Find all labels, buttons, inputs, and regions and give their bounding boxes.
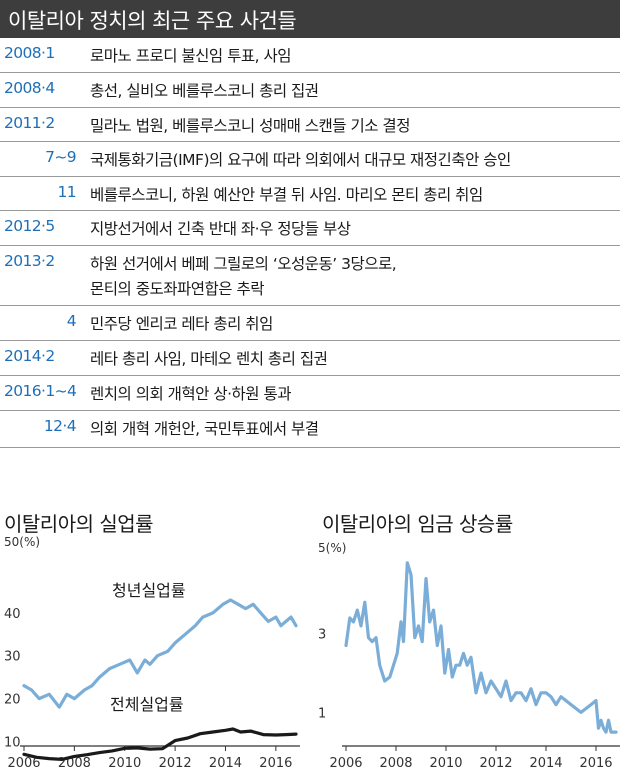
- timeline-event-line: 국제통화기금(IMF)의 요구에 따라 의회에서 대규모 재정긴축안 승인: [90, 151, 511, 169]
- x-tick-label: 2016: [579, 756, 612, 771]
- timeline-row: 2008·1 로마노 프로디 불신임 투표, 사임: [0, 38, 620, 73]
- timeline-row: 4 민주당 엔리코 레타 총리 취임: [0, 306, 620, 341]
- timeline-row: 2011·2 밀라노 법원, 베를루스코니 성매매 스캔들 기소 결정: [0, 108, 620, 142]
- timeline-date: 2016·1~4: [4, 382, 77, 400]
- x-tick-label: 2012: [159, 756, 192, 771]
- wage-chart-title: 이탈리아의 임금 상승률: [322, 512, 513, 536]
- x-tick-label: 2012: [479, 756, 512, 771]
- total-unemployment-line: [22, 727, 298, 761]
- timeline-event-text: 지방선거에서 긴축 반대 좌·우 정당들 부상: [90, 217, 351, 242]
- x-tick-label: 2006: [329, 756, 362, 771]
- x-tick-label: 2016: [259, 756, 292, 771]
- timeline-event-text: 하원 선거에서 베페 그릴로의 ‘오성운동’ 3당으로, 몬티의 중도좌파연합은 …: [90, 252, 397, 302]
- timeline-date: 2012·5: [4, 217, 55, 235]
- unemployment-chart-title: 이탈리아의 실업률: [4, 512, 154, 536]
- timeline-event-line: 지방선거에서 긴축 반대 좌·우 정당들 부상: [90, 220, 351, 238]
- x-tick-label: 2014: [529, 756, 562, 771]
- timeline-date: 4: [66, 312, 77, 330]
- y-tick-label: 3: [318, 628, 326, 643]
- timeline-row: 2014·2 레타 총리 사임, 마테오 렌치 총리 집권: [0, 341, 620, 376]
- y-tick-label: 40: [4, 607, 21, 622]
- timeline-row: 2013·2 하원 선거에서 베페 그릴로의 ‘오성운동’ 3당으로, 몬티의 중도…: [0, 246, 620, 306]
- y-unit-label: 5(%): [318, 541, 346, 555]
- y-tick-label: 1: [318, 706, 326, 721]
- timeline-event-line: 로마노 프로디 불신임 투표, 사임: [90, 47, 292, 65]
- wage-chart-svg: 5(%) 1 3 2006 2008 2010 2012 2014 2016: [318, 541, 620, 771]
- timeline-row: 12·4 의회 개혁 개헌안, 국민투표에서 부결: [0, 411, 620, 448]
- timeline-row: 2016·1~4 렌치의 의회 개혁안 상·하원 통과: [0, 376, 620, 411]
- x-tick-label: 2014: [209, 756, 242, 771]
- x-tick-label: 2010: [429, 756, 462, 771]
- timeline-event-text: 베를루스코니, 하원 예산안 부결 뒤 사임. 마리오 몬티 총리 취임: [90, 183, 483, 208]
- unemployment-chart: 이탈리아의 실업률 50(%) 10 20 30 40 2006 2008 2010 2012 2…: [0, 500, 310, 772]
- timeline-event-line: 베를루스코니, 하원 예산안 부결 뒤 사임. 마리오 몬티 총리 취임: [90, 186, 483, 204]
- timeline-event-text: 밀라노 법원, 베를루스코니 성매매 스캔들 기소 결정: [90, 114, 410, 139]
- timeline-event-text: 렌치의 의회 개혁안 상·하원 통과: [90, 382, 292, 407]
- y-tick-label: 20: [4, 693, 21, 708]
- timeline-event-line: 총선, 실비오 베를루스코니 총리 집권: [90, 82, 319, 100]
- timeline-event-line: 레타 총리 사임, 마테오 렌치 총리 집권: [90, 350, 328, 368]
- series-label: 청년실업률: [112, 581, 186, 600]
- youth-unemployment-line: [22, 598, 298, 709]
- timeline-event-text: 레타 총리 사임, 마테오 렌치 총리 집권: [90, 347, 328, 372]
- timeline-row: 2012·5 지방선거에서 긴축 반대 좌·우 정당들 부상: [0, 211, 620, 246]
- wage-growth-line: [344, 561, 618, 734]
- timeline-event-line: 의회 개혁 개헌안, 국민투표에서 부결: [90, 420, 319, 438]
- timeline-event-line: 하원 선거에서 베페 그릴로의 ‘오성운동’ 3당으로,: [90, 255, 397, 273]
- y-tick-label: 10: [4, 735, 21, 750]
- timeline-event-text: 총선, 실비오 베를루스코니 총리 집권: [90, 79, 319, 104]
- timeline-event-text: 국제통화기금(IMF)의 요구에 따라 의회에서 대규모 재정긴축안 승인: [90, 148, 511, 173]
- timeline-event-line: 밀라노 법원, 베를루스코니 성매매 스캔들 기소 결정: [90, 117, 410, 135]
- timeline-event-line: 몬티의 중도좌파연합은 추락: [90, 280, 264, 298]
- timeline-date: 2014·2: [4, 347, 55, 365]
- timeline-date: 2008·1: [4, 44, 55, 62]
- timeline-event-line: 렌치의 의회 개혁안 상·하원 통과: [90, 385, 292, 403]
- header-bar: 이탈리아 정치의 최근 주요 사건들: [0, 0, 620, 38]
- page-title: 이탈리아 정치의 최근 주요 사건들: [8, 9, 297, 33]
- timeline-row: 11 베를루스코니, 하원 예산안 부결 뒤 사임. 마리오 몬티 총리 취임: [0, 177, 620, 211]
- timeline-event-text: 의회 개혁 개헌안, 국민투표에서 부결: [90, 417, 319, 442]
- timeline-date: 2008·4: [4, 79, 55, 97]
- x-tick-label: 2010: [108, 756, 141, 771]
- x-tick-label: 2006: [7, 756, 40, 771]
- timeline-table: 2008·1 로마노 프로디 불신임 투표, 사임 2008·4 총선, 실비오 베를…: [0, 38, 620, 448]
- x-tick-label: 2008: [379, 756, 412, 771]
- timeline-date: 2013·2: [4, 252, 55, 270]
- timeline-date: 12·4: [43, 417, 77, 435]
- y-tick-label: 30: [4, 650, 21, 665]
- timeline-event-text: 민주당 엔리코 레타 총리 취임: [90, 312, 273, 337]
- timeline-event-line: 민주당 엔리코 레타 총리 취임: [90, 315, 273, 333]
- series-label: 전체실업률: [110, 695, 184, 714]
- timeline-row: 7~9 국제통화기금(IMF)의 요구에 따라 의회에서 대규모 재정긴축안 승인: [0, 142, 620, 177]
- wage-chart: 이탈리아의 임금 상승률 5(%) 1 3 2006 2008 2010 2012 2014 2…: [310, 500, 620, 772]
- timeline-date: 7~9: [45, 148, 77, 166]
- timeline-row: 2008·4 총선, 실비오 베를루스코니 총리 집권: [0, 73, 620, 108]
- y-unit-label: 50(%): [4, 535, 40, 549]
- timeline-date: 2011·2: [4, 114, 55, 132]
- timeline-event-text: 로마노 프로디 불신임 투표, 사임: [90, 44, 292, 69]
- timeline-date: 11: [57, 183, 76, 201]
